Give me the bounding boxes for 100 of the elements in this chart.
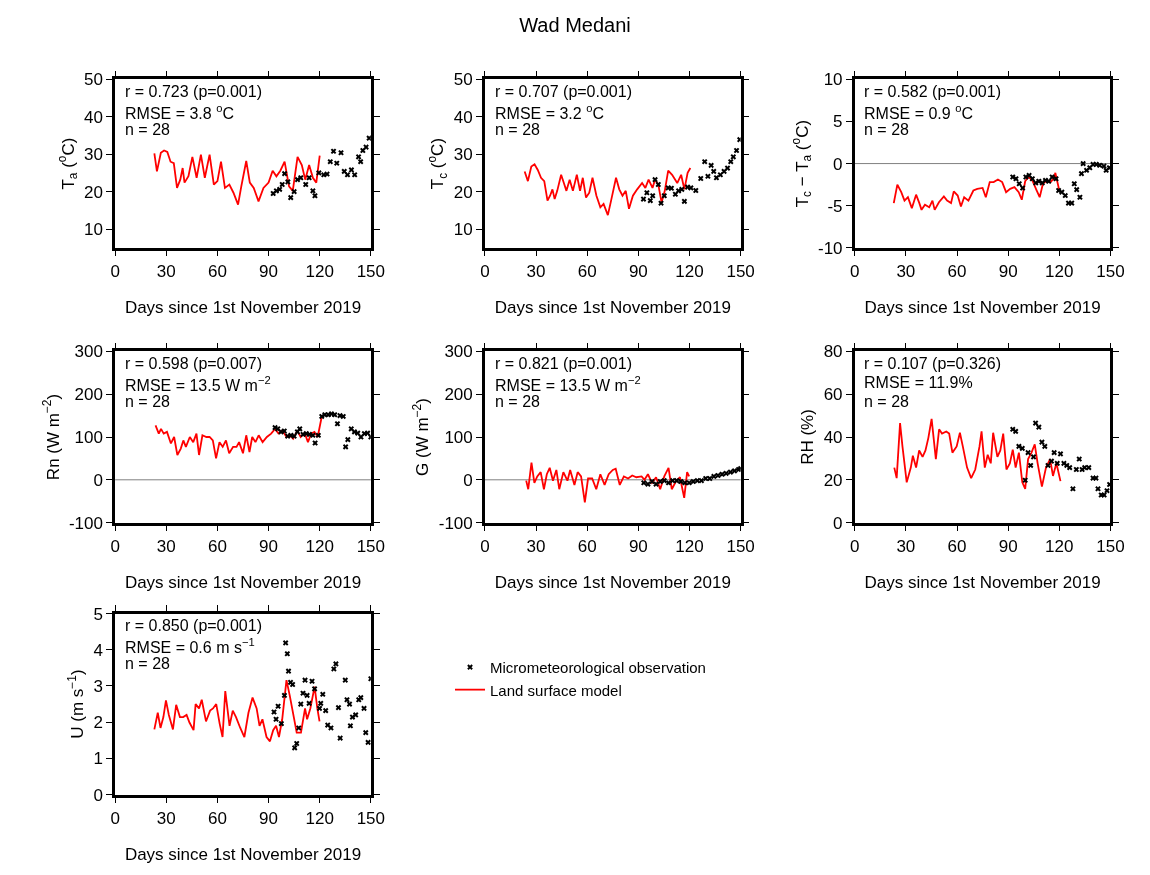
point: [1078, 170, 1085, 177]
x-tick-label: 90: [628, 261, 648, 281]
annotation: r = 0.723 (p=0.001): [125, 83, 262, 100]
x-tick-label: 0: [480, 536, 490, 556]
annotation: RMSE = 13.5 W m$^{−2}$: [125, 374, 271, 394]
point: [1095, 485, 1101, 492]
annotation: r = 0.598 (p=0.007): [125, 355, 262, 372]
point: [285, 668, 292, 674]
point: [1076, 456, 1083, 462]
x-tick-label: 0: [849, 536, 860, 556]
annotation: n = 28: [864, 121, 910, 138]
point: [335, 704, 342, 711]
point: [355, 154, 362, 160]
point: [302, 677, 308, 683]
y-tick-label: 10: [84, 219, 103, 239]
y-tick-label: -100: [438, 513, 473, 533]
y-tick-label: 10: [823, 70, 843, 90]
point: [300, 690, 306, 697]
x-tick-label: 90: [259, 808, 279, 828]
annotation: r = 0.850 (p=0.001): [125, 617, 262, 634]
point: [1027, 462, 1034, 469]
y-tick-label: 50: [84, 70, 103, 90]
point: [337, 735, 343, 741]
x-tick-label: 60: [577, 261, 597, 281]
y-tick-label: 3: [93, 676, 103, 696]
point: [357, 158, 364, 165]
y-tick-label: 50: [453, 70, 473, 90]
point: [317, 700, 324, 707]
x-tick-label: 0: [110, 261, 120, 281]
y-tick-label: 20: [453, 182, 473, 202]
x-tick-label: 120: [675, 261, 704, 281]
chart-title: Wad Medani: [519, 14, 631, 36]
point: [681, 198, 688, 205]
x-tick-label: 90: [628, 536, 648, 556]
y-tick-label: 0: [833, 513, 843, 533]
x-axis-title: Days since 1st November 2019: [124, 298, 362, 318]
annotation: n = 28: [125, 655, 171, 672]
point: [1073, 466, 1080, 473]
point: [309, 678, 315, 685]
x-axis-title: Days since 1st November 2019: [494, 298, 731, 318]
point: [698, 477, 705, 484]
point: [1070, 485, 1076, 492]
point: [344, 171, 351, 178]
point: [306, 174, 312, 181]
point: [285, 179, 291, 185]
point: [1039, 439, 1045, 445]
point: [665, 479, 672, 486]
point: [705, 173, 711, 180]
point: [692, 187, 699, 194]
point: [1019, 445, 1026, 452]
x-tick-label: 120: [1045, 536, 1074, 556]
x-axis-title: Days since 1st November 2019: [864, 573, 1101, 593]
y-tick-label: 300: [74, 342, 103, 362]
x-axis-title: Days since 1st November 2019: [494, 573, 731, 593]
point: [287, 194, 294, 201]
annotation: r = 0.107 (p=0.326): [864, 355, 1001, 372]
x-tick-label: 30: [156, 536, 176, 556]
x-tick-label: 0: [110, 808, 120, 828]
y-tick-label: 30: [453, 145, 473, 165]
y-tick-label: 40: [453, 107, 473, 127]
point: [312, 192, 318, 199]
point: [655, 181, 662, 188]
annotation: n = 28: [495, 393, 541, 410]
point: [1048, 458, 1055, 464]
y-tick-label: 30: [84, 145, 103, 165]
point: [312, 440, 318, 446]
point: [727, 158, 734, 165]
x-tick-label: 30: [896, 536, 916, 556]
point: [1085, 464, 1092, 471]
x-tick-label: 120: [305, 808, 334, 828]
y-tick-label: 5: [93, 604, 103, 624]
x-tick-label: 60: [207, 808, 227, 828]
annotation: RMSE = 11.9%: [864, 374, 973, 391]
point: [291, 745, 298, 751]
point: [275, 703, 281, 710]
y-tick-label: 4: [93, 640, 103, 660]
x-tick-label: 90: [259, 536, 279, 556]
point: [731, 467, 738, 474]
y-tick-label: 200: [74, 385, 103, 405]
x-tick-label: 90: [998, 261, 1018, 281]
point: [686, 479, 692, 486]
point: [351, 171, 358, 178]
y-tick-label: 100: [444, 427, 473, 447]
line-series: [893, 417, 1062, 490]
point: [271, 709, 277, 715]
point: [1054, 460, 1061, 467]
x-tick-label: 90: [998, 536, 1018, 556]
point: [363, 144, 369, 150]
annotation: r = 0.707 (p=0.001): [495, 83, 632, 100]
point: [733, 147, 740, 154]
point: [1077, 194, 1083, 201]
x-tick-label: 60: [947, 261, 967, 281]
point: [1051, 449, 1057, 456]
point: [661, 477, 668, 484]
point: [278, 720, 285, 727]
y-tick-label: 60: [823, 385, 843, 405]
x-tick-label: 0: [480, 261, 490, 281]
x-tick-label: 150: [726, 536, 755, 556]
y-tick-label: 40: [84, 107, 103, 127]
point: [1022, 477, 1029, 484]
